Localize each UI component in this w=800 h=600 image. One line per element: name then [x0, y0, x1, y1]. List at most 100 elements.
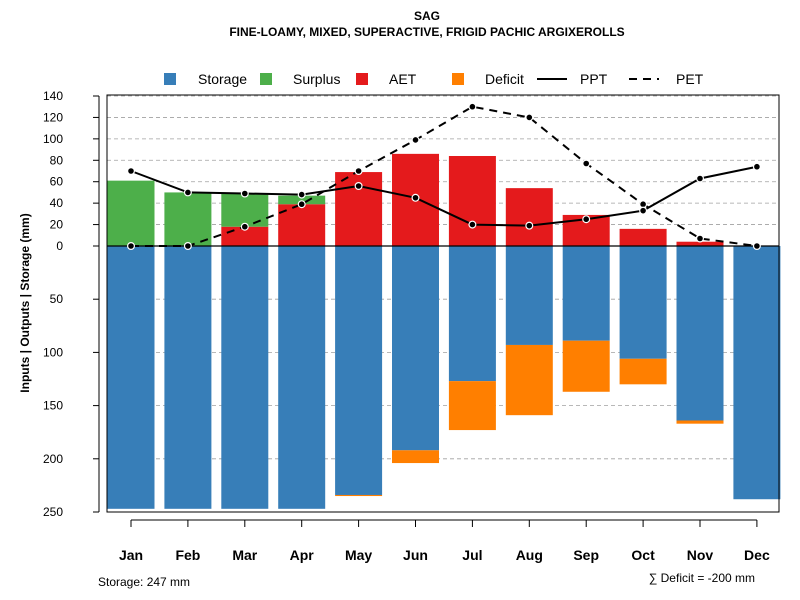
pet-point-jul: [468, 102, 477, 111]
ppt-point-dec: [752, 162, 761, 171]
y-tick-label: 40: [50, 196, 64, 210]
x-tick-label-aug: Aug: [516, 547, 543, 563]
x-tick-label-nov: Nov: [687, 547, 714, 563]
y-axis-label: Inputs | Outputs | Storage (mm): [18, 213, 32, 392]
deficit-bar-may: [335, 494, 383, 497]
ppt-point-jun: [411, 193, 420, 202]
y-tick-label: 20: [50, 218, 64, 232]
pet-line: [131, 105, 758, 247]
x-tick-label-sep: Sep: [573, 547, 599, 563]
legend-label-aet: AET: [389, 71, 417, 87]
pet-point-jan: [126, 242, 135, 251]
deficit-bar-jul: [448, 381, 496, 431]
pet-point-oct: [639, 200, 648, 209]
plot-frame: [106, 94, 780, 513]
y-tick-label: 0: [56, 239, 63, 253]
aet-bar-oct: [619, 228, 667, 246]
y-tick-label: 200: [43, 452, 63, 466]
storage-bar-sep: [562, 246, 610, 341]
pet-point-sep: [582, 159, 591, 168]
ppt-point-may: [354, 182, 363, 191]
x-axis: Jan Feb Mar Apr May Jun Jul Aug Sep Oct Nov Dec: [119, 519, 770, 563]
aet-bar-jul: [448, 156, 496, 246]
ppt-point-mar: [240, 189, 249, 198]
x-tick-label-jun: Jun: [403, 547, 428, 563]
legend-label-deficit: Deficit: [485, 71, 524, 87]
deficit-bar-aug: [505, 344, 553, 416]
surplus-bar-apr: [278, 195, 326, 205]
ppt-point-feb: [183, 188, 192, 197]
ppt-line: [130, 165, 758, 227]
legend-swatch-storage: [164, 73, 176, 85]
storage-bar-apr: [278, 246, 326, 509]
pet-point-jun: [411, 135, 420, 144]
surplus-bar-jan: [107, 180, 155, 246]
storage-bar-oct: [619, 246, 667, 359]
pet-point-feb: [183, 242, 192, 251]
series-lines: [126, 102, 761, 251]
pet-point-mar: [240, 222, 249, 231]
pet-point-may: [354, 167, 363, 176]
y-tick-label: 50: [50, 292, 64, 306]
ppt-point-apr: [297, 190, 306, 199]
storage-bar-jan: [107, 246, 155, 509]
y-tick-label: 140: [43, 89, 63, 103]
x-tick-label-oct: Oct: [631, 547, 655, 563]
ppt-point-jan: [126, 167, 135, 176]
x-tick-label-dec: Dec: [744, 547, 770, 563]
legend-swatch-surplus: [260, 73, 272, 85]
y-tick-label: 120: [43, 110, 63, 124]
ppt-point-oct: [639, 206, 648, 215]
y-tick-label: 60: [50, 175, 64, 189]
legend: Storage Surplus AET Deficit PPT PET: [164, 71, 704, 87]
y-tick-label: 100: [43, 345, 63, 359]
chart-title: SAG: [414, 9, 440, 23]
chart-subtitle: FINE-LOAMY, MIXED, SUPERACTIVE, FRIGID P…: [229, 25, 624, 39]
surplus-bar-mar: [221, 193, 269, 227]
storage-bar-nov: [676, 246, 724, 421]
pet-point-nov: [695, 234, 704, 243]
pet-point-apr: [297, 200, 306, 209]
legend-swatch-deficit: [452, 73, 464, 85]
deficit-bar-oct: [619, 358, 667, 385]
ppt-point-sep: [582, 215, 591, 224]
x-tick-label-apr: Apr: [290, 547, 315, 563]
y-tick-label: 250: [43, 505, 63, 519]
storage-bar-feb: [164, 246, 212, 509]
x-tick-label-mar: Mar: [232, 547, 257, 563]
deficit-bar-nov: [676, 420, 724, 424]
aet-bar-aug: [505, 188, 553, 246]
ppt-point-nov: [695, 174, 704, 183]
y-tick-label: 150: [43, 399, 63, 413]
pet-point-dec: [752, 242, 761, 251]
storage-bar-aug: [505, 246, 553, 345]
storage-bar-may: [335, 246, 383, 495]
deficit-bar-jun: [392, 450, 439, 464]
x-tick-label-may: May: [345, 547, 372, 563]
storage-bar-mar: [221, 246, 269, 509]
x-tick-label-jan: Jan: [119, 547, 143, 563]
pet-point-aug: [525, 113, 534, 122]
legend-label-ppt: PPT: [580, 71, 608, 87]
surplus-bar-feb: [164, 192, 212, 246]
deficit-note: ∑ Deficit = -200 mm: [649, 571, 755, 585]
legend-label-storage: Storage: [198, 71, 247, 87]
x-tick-label-feb: Feb: [175, 547, 200, 563]
legend-swatch-aet: [356, 73, 368, 85]
aet-bar-nov: [676, 241, 724, 246]
ppt-point-jul: [468, 220, 477, 229]
legend-label-pet: PET: [676, 71, 704, 87]
legend-label-surplus: Surplus: [293, 71, 340, 87]
y-tick-label: 80: [50, 153, 64, 167]
bars: [107, 153, 781, 509]
storage-note: Storage: 247 mm: [98, 575, 190, 589]
deficit-bar-sep: [562, 340, 610, 392]
storage-bar-dec: [733, 246, 781, 500]
x-tick-label-jul: Jul: [462, 547, 482, 563]
storage-bar-jun: [392, 246, 439, 451]
y-tick-label: 100: [43, 132, 63, 146]
grid-lines: [107, 95, 779, 460]
ppt-point-aug: [525, 221, 534, 230]
